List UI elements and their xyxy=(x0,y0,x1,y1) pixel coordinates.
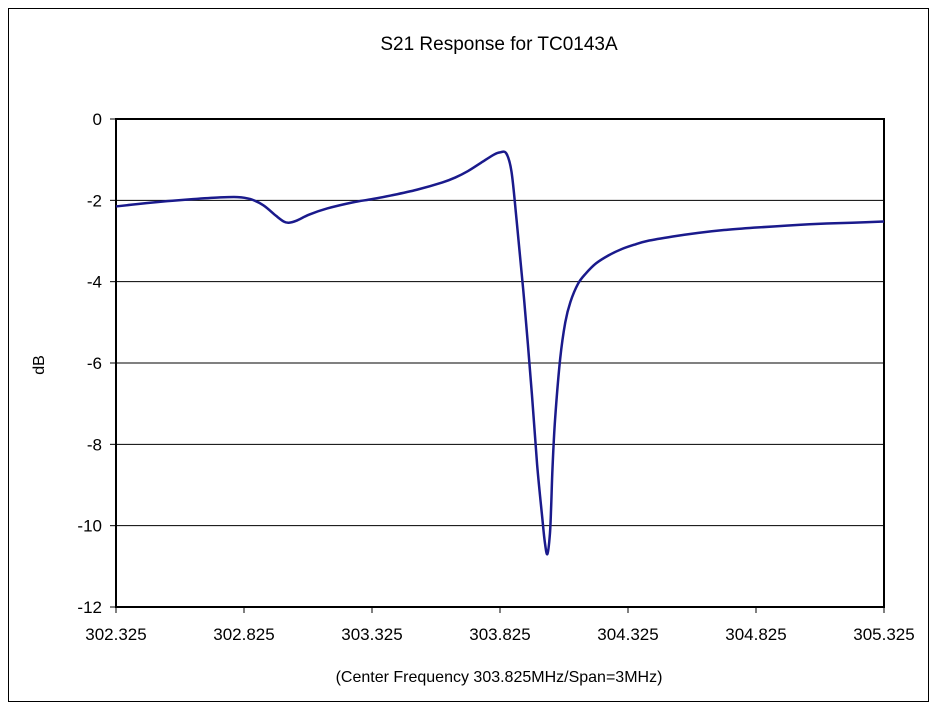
x-axis-label: (Center Frequency 303.825MHz/Span=3MHz) xyxy=(336,669,663,686)
y-tick-label: -6 xyxy=(87,354,102,373)
chart-frame xyxy=(8,8,929,702)
x-tick-label: 304.825 xyxy=(725,625,786,644)
y-tick-label: -4 xyxy=(87,273,102,292)
x-tick-label: 303.825 xyxy=(469,625,530,644)
x-tick-label: 303.325 xyxy=(341,625,402,644)
y-tick-label: -12 xyxy=(77,598,102,617)
x-tick-label: 305.325 xyxy=(853,625,914,644)
x-tick-label: 302.825 xyxy=(213,625,274,644)
y-tick-label: 0 xyxy=(93,110,102,129)
y-tick-label: -2 xyxy=(87,191,102,210)
y-tick-label: -10 xyxy=(77,517,102,536)
gridlines xyxy=(116,199,884,527)
x-tick-label: 304.325 xyxy=(597,625,658,644)
y-tick-label: -8 xyxy=(87,435,102,454)
y-axis-ticks: 0 -2 -4 -6 -8 -10 -12 xyxy=(77,110,116,617)
x-tick-label: 302.325 xyxy=(85,625,146,644)
y-axis-label: dB xyxy=(31,355,48,375)
chart-title: S21 Response for TC0143A xyxy=(380,34,618,55)
x-axis-ticks: 302.325 302.825 303.325 303.825 304.325 304.8… xyxy=(85,607,915,644)
s21-series-line xyxy=(115,150,885,556)
